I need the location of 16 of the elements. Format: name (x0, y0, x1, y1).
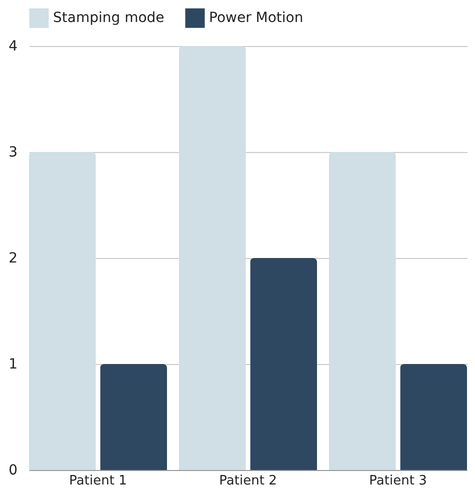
bar (250, 258, 317, 470)
bar (329, 152, 396, 470)
y-tick-label: 1 (8, 356, 18, 372)
y-tick-label: 0 (8, 462, 18, 478)
x-tick-label: Patient 1 (69, 474, 127, 488)
bar (29, 152, 96, 470)
bar (179, 46, 246, 470)
legend-label: Stamping mode (53, 10, 164, 26)
y-tick-label: 4 (8, 38, 18, 54)
y-tick-label: 3 (8, 144, 18, 160)
x-tick-label: Patient 2 (219, 474, 277, 488)
y-tick-label: 2 (8, 250, 18, 266)
bar (400, 364, 467, 470)
x-tick-label: Patient 3 (369, 474, 427, 488)
legend-label: Power Motion (209, 10, 304, 26)
bar (100, 364, 167, 470)
